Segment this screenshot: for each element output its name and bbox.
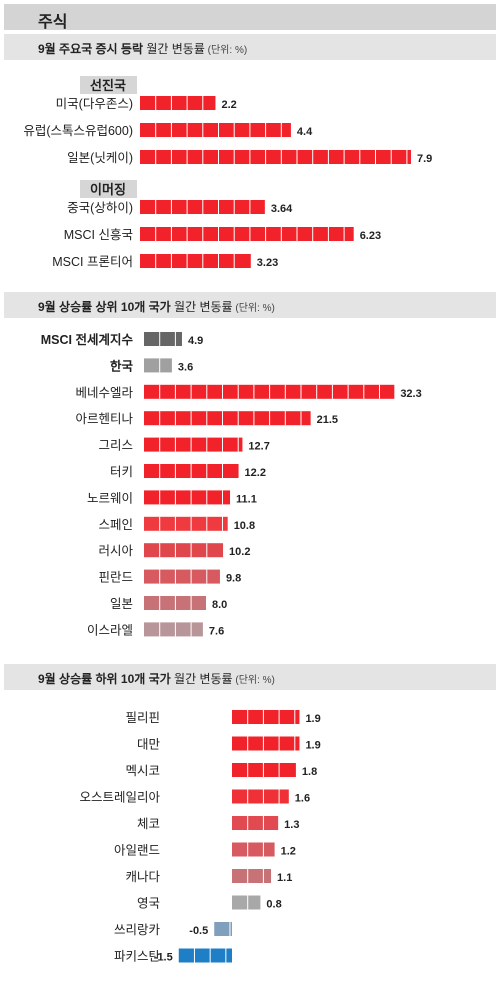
data-label: -0.5 (189, 925, 208, 937)
category-label: 파키스탄 (114, 950, 161, 964)
section-header-major-markets: 9월 주요국 증시 등락 월간 변동률 (단위: %) (4, 34, 496, 60)
category-label: 터키 (110, 465, 133, 479)
bar (140, 96, 216, 110)
data-label: 4.9 (188, 335, 203, 347)
category-label: 미국(다우존스) (56, 97, 133, 111)
data-label: 11.1 (236, 493, 257, 505)
data-label: 9.8 (226, 573, 241, 585)
data-label: 1.1 (277, 872, 292, 884)
group-label: 선진국 (90, 78, 126, 93)
category-label: 일본 (110, 597, 133, 611)
bar (144, 516, 228, 531)
section-header-bottom10: 9월 상승률 하위 10개 국가 월간 변동률 (단위: %) (4, 664, 496, 690)
data-label: 3.6 (178, 361, 193, 373)
data-label: 32.3 (400, 388, 421, 400)
category-label: 유럽(스톡스유럽600) (23, 124, 133, 138)
category-label: 캐나다 (125, 870, 160, 884)
bar (140, 123, 291, 137)
data-label: 1.9 (305, 713, 320, 725)
data-label: 4.4 (297, 126, 313, 138)
data-label: 6.23 (360, 230, 381, 242)
bar (144, 437, 243, 452)
group-label: 이머징 (90, 182, 126, 197)
bar (140, 227, 354, 241)
bar (232, 869, 272, 883)
data-label: 3.64 (271, 203, 293, 215)
category-label: 영국 (137, 897, 160, 911)
category-label: 체코 (137, 817, 160, 831)
bar (232, 789, 289, 804)
data-label: 0.8 (266, 899, 281, 911)
section-header-top10: 9월 상승률 상위 10개 국가 월간 변동률 (단위: %) (4, 292, 496, 318)
bar (144, 622, 203, 637)
bar (140, 150, 411, 164)
data-label: 1.8 (302, 766, 317, 778)
data-label: 1.9 (305, 740, 320, 752)
category-label: 노르웨이 (87, 491, 133, 505)
category-label: 이스라엘 (87, 623, 133, 637)
category-label: 베네수엘라 (75, 386, 133, 400)
bar (140, 254, 251, 268)
data-label: 1.6 (295, 793, 310, 805)
category-label: MSCI 전세계지수 (41, 332, 134, 347)
data-label: 1.2 (281, 846, 296, 858)
data-label: -1.5 (154, 952, 173, 964)
bar (232, 736, 300, 751)
bar (144, 332, 182, 346)
bar (144, 543, 224, 558)
bar (232, 895, 261, 910)
data-label: 7.6 (209, 625, 224, 637)
group-tag-bg (80, 180, 137, 198)
data-label: 12.7 (248, 441, 269, 453)
group-tag-bg (80, 76, 137, 94)
bar (214, 922, 232, 936)
data-label: 10.2 (229, 546, 250, 558)
bar (232, 816, 279, 830)
category-label: 멕시코 (125, 764, 160, 778)
bar (144, 358, 172, 373)
category-label: MSCI 신흥국 (64, 228, 133, 242)
category-label: 일본(닛케이) (67, 151, 133, 165)
bar (144, 490, 231, 505)
category-label: 한국 (110, 358, 134, 373)
category-label: 아르헨티나 (75, 412, 133, 426)
category-label: 대만 (137, 738, 161, 752)
bar (144, 411, 311, 426)
data-label: 10.8 (234, 520, 255, 532)
bar (232, 842, 275, 857)
data-label: 7.9 (417, 153, 432, 165)
data-label: 2.2 (221, 99, 236, 111)
category-label: MSCI 프론티어 (52, 255, 133, 269)
category-label: 핀란드 (98, 571, 133, 585)
bar (232, 763, 296, 777)
category-label: 그리스 (98, 439, 133, 453)
data-label: 8.0 (212, 599, 227, 611)
bar (144, 569, 220, 584)
category-label: 러시아 (98, 544, 133, 558)
page-title: 주식 (4, 4, 496, 31)
bar (232, 710, 300, 724)
category-label: 필리핀 (125, 711, 160, 725)
category-label: 아일랜드 (114, 844, 160, 858)
data-label: 1.3 (284, 819, 299, 831)
category-label: 오스트레일리아 (79, 791, 160, 805)
data-label: 21.5 (317, 414, 338, 426)
bar (178, 948, 232, 963)
category-label: 중국(상하이) (67, 201, 133, 215)
data-label: 3.23 (257, 257, 278, 269)
data-label: 12.2 (245, 467, 266, 479)
category-label: 쓰리랑카 (114, 923, 161, 937)
category-label: 스페인 (98, 518, 133, 532)
